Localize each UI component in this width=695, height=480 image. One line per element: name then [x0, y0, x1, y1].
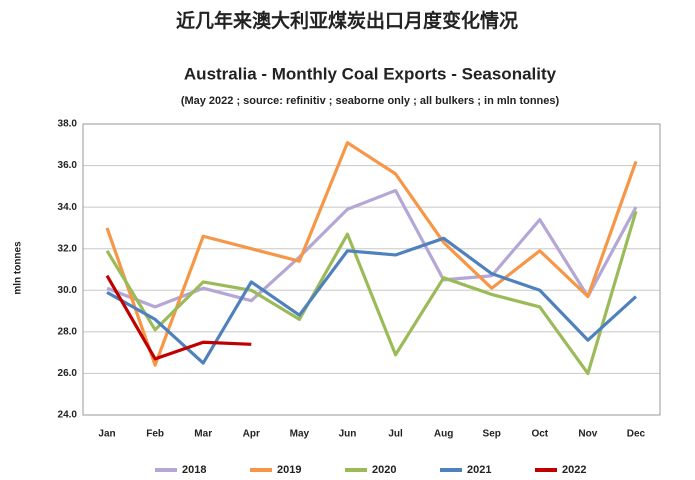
y-tick-label: 24.0	[58, 410, 78, 421]
x-tick-label: Mar	[194, 429, 212, 440]
x-tick-label: Jul	[388, 429, 403, 440]
x-tick-label: Aug	[434, 429, 453, 440]
y-tick-label: 30.0	[58, 285, 78, 296]
y-tick-label: 36.0	[58, 160, 78, 171]
y-tick-label: 26.0	[58, 368, 78, 379]
x-tick-label: May	[290, 429, 310, 440]
legend-label: 2018	[182, 464, 206, 476]
x-tick-label: Sep	[483, 429, 501, 440]
x-tick-label: Apr	[243, 429, 260, 440]
x-tick-label: Oct	[531, 429, 548, 440]
legend-label: 2022	[562, 464, 586, 476]
y-tick-label: 38.0	[58, 119, 78, 130]
series-line	[105, 141, 638, 367]
y-tick-label: 32.0	[58, 243, 78, 254]
plot-frame	[82, 123, 661, 416]
heading: 近几年来澳大利亚煤炭出口月度变化情况	[176, 9, 518, 32]
y-axis-label: mln tonnes	[13, 241, 24, 295]
chart-title: Australia - Monthly Coal Exports - Seaso…	[184, 64, 557, 83]
y-tick-label: 28.0	[58, 326, 78, 337]
series-line	[106, 236, 638, 365]
chart-subtitle: (May 2022 ; source: refinitiv ; seaborne…	[181, 95, 560, 107]
x-tick-label: Jan	[98, 429, 115, 440]
x-tick-label: Feb	[146, 429, 164, 440]
series-line	[105, 210, 638, 376]
series-line	[105, 274, 252, 361]
legend-label: 2021	[467, 464, 491, 476]
legend-label: 2019	[277, 464, 301, 476]
x-tick-label: Jun	[339, 429, 357, 440]
x-tick-label: Nov	[578, 429, 597, 440]
legend-label: 2020	[372, 464, 396, 476]
x-tick-label: Dec	[627, 429, 646, 440]
y-tick-label: 34.0	[58, 202, 78, 213]
